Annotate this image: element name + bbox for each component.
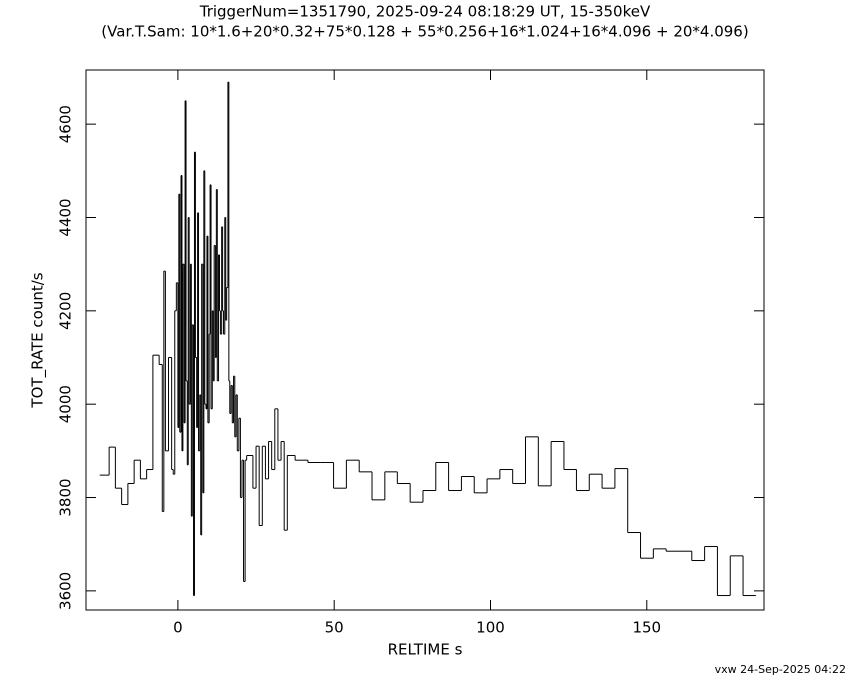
x-tick-label: 150: [632, 619, 661, 637]
y-axis-label: TOT_RATE count/s: [29, 272, 48, 408]
x-tick-label: 100: [476, 619, 505, 637]
y-tick-label: 3600: [57, 572, 75, 610]
footer: vxw 24-Sep-2025 04:22: [715, 663, 846, 676]
chart-title: TriggerNum=1351790, 2025-09-24 08:18:29 …: [199, 3, 651, 21]
y-tick-label: 4200: [57, 292, 75, 330]
x-axis-label: RELTIME s: [388, 641, 463, 659]
y-tick-label: 4600: [57, 105, 75, 143]
y-tick-label: 4000: [57, 385, 75, 423]
y-tick-label: 3800: [57, 478, 75, 516]
y-tick-label: 4400: [57, 198, 75, 236]
x-tick-label: 50: [325, 619, 344, 637]
x-tick-label: 0: [173, 619, 183, 637]
plot-frame: [85, 69, 765, 611]
chart-subtitle: (Var.T.Sam: 10*1.6+20*0.32+75*0.128 + 55…: [101, 23, 748, 41]
